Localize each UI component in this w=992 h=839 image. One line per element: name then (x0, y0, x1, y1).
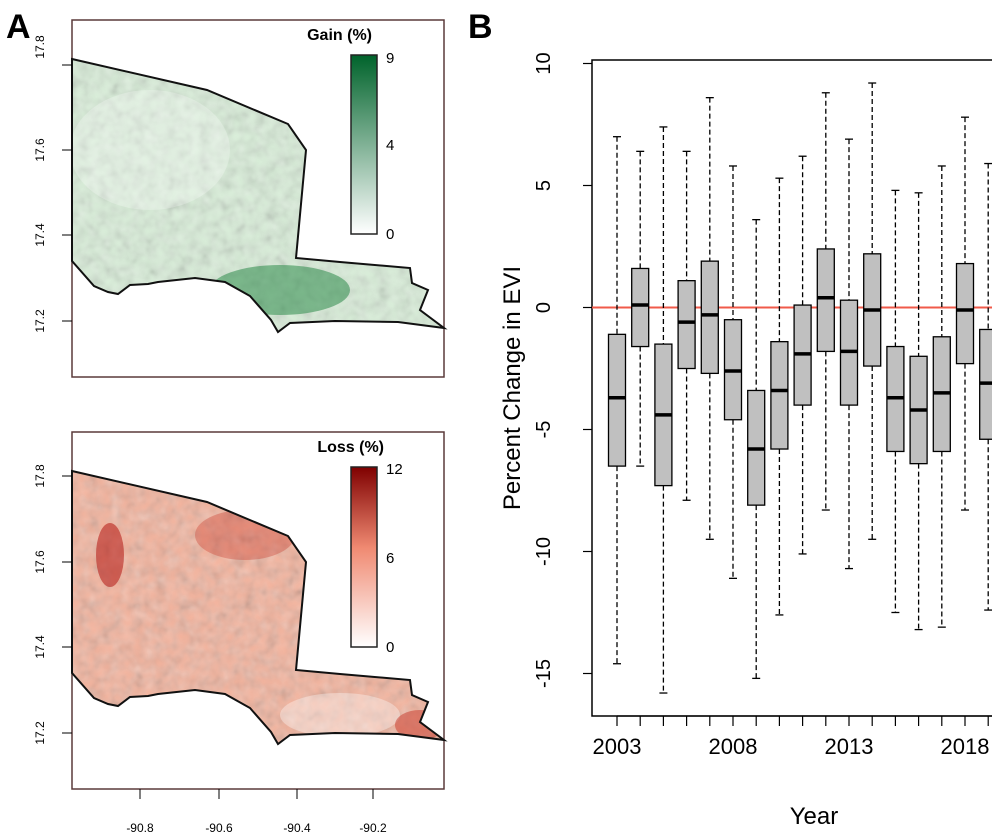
box-2012 (816, 92, 835, 511)
loss-legend-tick-max: 12 (386, 461, 403, 478)
box-2007 (700, 97, 719, 540)
x-axis-tick-label: 2008 (709, 734, 758, 759)
x-axis-tick-label: 2003 (593, 734, 642, 759)
gain-legend-tick-mid: 4 (386, 137, 394, 154)
gain-map-y-tick: 17.4 (33, 223, 47, 247)
box-2014 (863, 82, 882, 540)
y-axis-tick-label: 0 (533, 302, 555, 313)
y-axis-tick-label: -5 (533, 421, 555, 439)
gain-legend-colorbar (350, 54, 378, 235)
box-2015 (886, 189, 905, 614)
box-2010 (770, 177, 789, 616)
panel-a-label: A (6, 8, 31, 46)
box-iqr (955, 262, 975, 365)
loss-map-x-tick: -90.8 (126, 821, 154, 835)
box-iqr (607, 333, 627, 467)
box-2005 (654, 126, 673, 694)
box-iqr (631, 267, 650, 348)
gain-map-panel: Gain (%) 9 4 0 17.8 17.6 17.4 17.2 (33, 19, 448, 378)
box-2008 (723, 165, 743, 579)
loss-map-y-tick: 17.4 (33, 635, 47, 659)
gain-map-y-tick: 17.2 (33, 309, 47, 333)
y-axis-tick-label: -15 (533, 659, 555, 688)
loss-map-outline (71, 469, 448, 746)
boxplot-y-axis: 10 5 0 -5 -10 -15 (533, 52, 592, 688)
loss-map-y-tick: 17.8 (33, 464, 47, 488)
box-2018 (955, 116, 975, 511)
box-2004 (631, 150, 650, 467)
gain-map-outline (71, 57, 448, 334)
loss-map-panel: Loss (%) 12 6 0 17.8 17.6 17.4 17.2 -90.… (33, 431, 448, 835)
box-2017 (932, 165, 951, 628)
loss-legend-tick-min: 0 (386, 639, 394, 656)
x-axis-tick-label: 2013 (825, 734, 874, 759)
box-iqr (677, 280, 696, 370)
gain-map-y-tick: 17.6 (33, 138, 47, 162)
boxplot-boxes (607, 82, 992, 694)
box-2009 (747, 219, 766, 680)
loss-map-y-tick: 17.2 (33, 721, 47, 745)
box-2019 (979, 162, 992, 611)
box-2011 (793, 155, 812, 555)
gain-legend-tick-min: 0 (386, 226, 394, 243)
boxplot-x-label: Year (790, 803, 839, 830)
loss-map-x-tick: -90.2 (359, 821, 387, 835)
loss-map-y-tick: 17.6 (33, 550, 47, 574)
loss-map-x-tick: -90.6 (205, 821, 233, 835)
y-axis-tick-label: 10 (533, 52, 555, 74)
loss-legend-tick-mid: 6 (386, 550, 394, 567)
gain-legend-tick-max: 9 (386, 50, 394, 67)
panel-b-label: B (468, 8, 493, 46)
x-axis-tick-label: 2018 (941, 734, 990, 759)
gain-map-y-axis: 17.8 17.6 17.4 17.2 (33, 35, 72, 333)
box-2006 (677, 150, 696, 501)
boxplot-y-label: Percent Change in EVI (499, 266, 526, 510)
boxplot-x-axis: 2003 2008 2013 2018 (593, 715, 992, 759)
box-iqr (816, 248, 835, 353)
loss-map-y-axis: 17.8 17.6 17.4 17.2 (33, 464, 72, 745)
box-2003 (607, 136, 627, 665)
y-axis-tick-label: 5 (533, 180, 555, 191)
boxplot-frame (591, 59, 992, 717)
loss-legend-title: Loss (%) (317, 439, 384, 456)
loss-map-x-axis: -90.8 -90.6 -90.4 -90.2 (126, 789, 387, 835)
gain-legend-title: Gain (%) (307, 27, 372, 44)
evi-boxplot: 10 5 0 -5 -10 -15 2003 2008 2013 2018 Year Perce… (499, 52, 992, 830)
box-iqr (700, 260, 719, 375)
y-axis-tick-label: -10 (533, 537, 555, 566)
box-2016 (909, 192, 928, 631)
box-iqr (770, 341, 789, 450)
loss-map-x-tick: -90.4 (283, 821, 311, 835)
loss-legend-colorbar (350, 466, 378, 648)
gain-map-y-tick: 17.8 (33, 35, 47, 59)
box-2013 (839, 138, 859, 570)
